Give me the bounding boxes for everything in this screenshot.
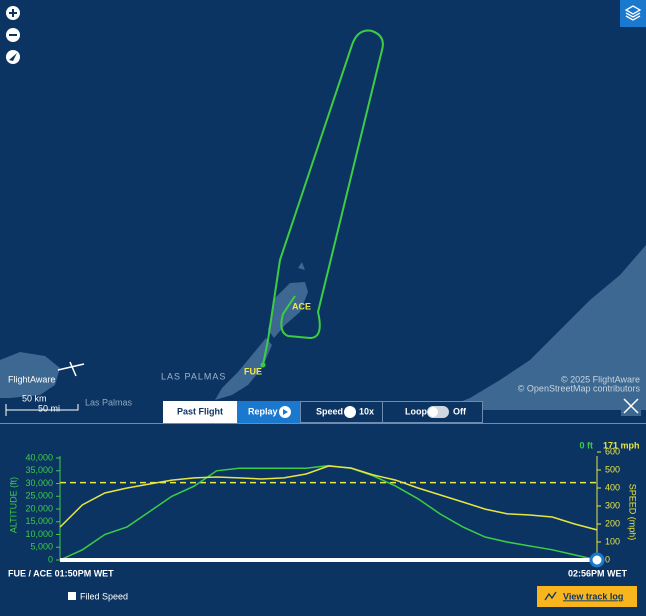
y-axis-title: ALTITUDE (ft)	[8, 477, 18, 533]
city-label: LAS PALMAS	[161, 371, 226, 381]
x-start-label: FUE / ACE 01:50PM WET	[8, 568, 114, 578]
y2-tick-label: 0	[605, 554, 610, 564]
origin-marker	[260, 362, 266, 368]
layers-button[interactable]	[620, 0, 646, 27]
y2-axis-title: SPEED (mph)	[628, 484, 638, 541]
y-tick-label: 0	[48, 554, 53, 564]
loop-state: Off	[453, 406, 467, 416]
current-altitude: 0 ft	[580, 440, 594, 450]
y2-tick-label: 300	[605, 500, 620, 510]
osm-credit: © OpenStreetMap contributors	[518, 383, 641, 393]
replay-label: Replay	[248, 406, 278, 416]
scale-km: 50 km	[22, 393, 47, 403]
speed-label: Speed	[316, 406, 343, 416]
compass[interactable]	[6, 50, 20, 64]
y-tick-label: 5,000	[30, 542, 53, 552]
flight-track	[262, 29, 384, 366]
button-icon	[544, 591, 557, 601]
tab-past-flight[interactable]	[163, 401, 237, 423]
legend-checkbox[interactable]	[68, 592, 76, 600]
y-tick-label: 20,000	[25, 503, 53, 513]
y2-tick-label: 500	[605, 464, 620, 474]
track-log-button[interactable]	[537, 586, 637, 607]
speed-value: 10x	[359, 406, 374, 416]
y-tick-label: 15,000	[25, 516, 53, 526]
destination-label: ACE	[292, 301, 311, 311]
zoom-in[interactable]	[6, 6, 20, 20]
y2-tick-label: 400	[605, 482, 620, 492]
y-tick-label: 10,000	[25, 529, 53, 539]
toggle-knob	[428, 407, 438, 417]
logo-plane	[57, 361, 85, 377]
tab-label: Past Flight	[177, 406, 223, 416]
city-label: Las Palmas	[85, 397, 133, 407]
loop-label: Loop	[405, 406, 427, 416]
button-label: View track log	[563, 591, 623, 601]
y-tick-label: 25,000	[25, 491, 53, 501]
y2-tick-label: 200	[605, 518, 620, 528]
y2-tick-label: 600	[605, 446, 620, 456]
logo: FlightAware	[8, 374, 55, 384]
origin-label: FUE	[244, 366, 262, 376]
series-line	[59, 465, 598, 531]
zoom-out[interactable]	[6, 28, 20, 42]
gran-canaria	[0, 352, 60, 398]
legend-label: Filed Speed	[80, 591, 128, 601]
coastline	[440, 245, 646, 410]
x-end-label: 02:56PM WET	[568, 568, 628, 578]
scale-bar	[5, 404, 79, 416]
play-glyph	[283, 409, 288, 415]
copyright: © 2025 FlightAware	[561, 374, 640, 384]
fullscreen[interactable]	[621, 396, 641, 416]
y2-tick-label: 100	[605, 536, 620, 546]
y-tick-label: 30,000	[25, 478, 53, 488]
lanzarote	[268, 282, 308, 338]
y-tick-label: 40,000	[25, 452, 53, 462]
current-speed: 171 mph	[603, 440, 640, 450]
islet	[298, 262, 305, 270]
ff-icon	[344, 406, 356, 418]
slider-handle[interactable]	[589, 552, 605, 568]
y-tick-label: 35,000	[25, 465, 53, 475]
fuerteventura	[215, 338, 272, 400]
scale-mi: 50 mi	[38, 403, 60, 413]
